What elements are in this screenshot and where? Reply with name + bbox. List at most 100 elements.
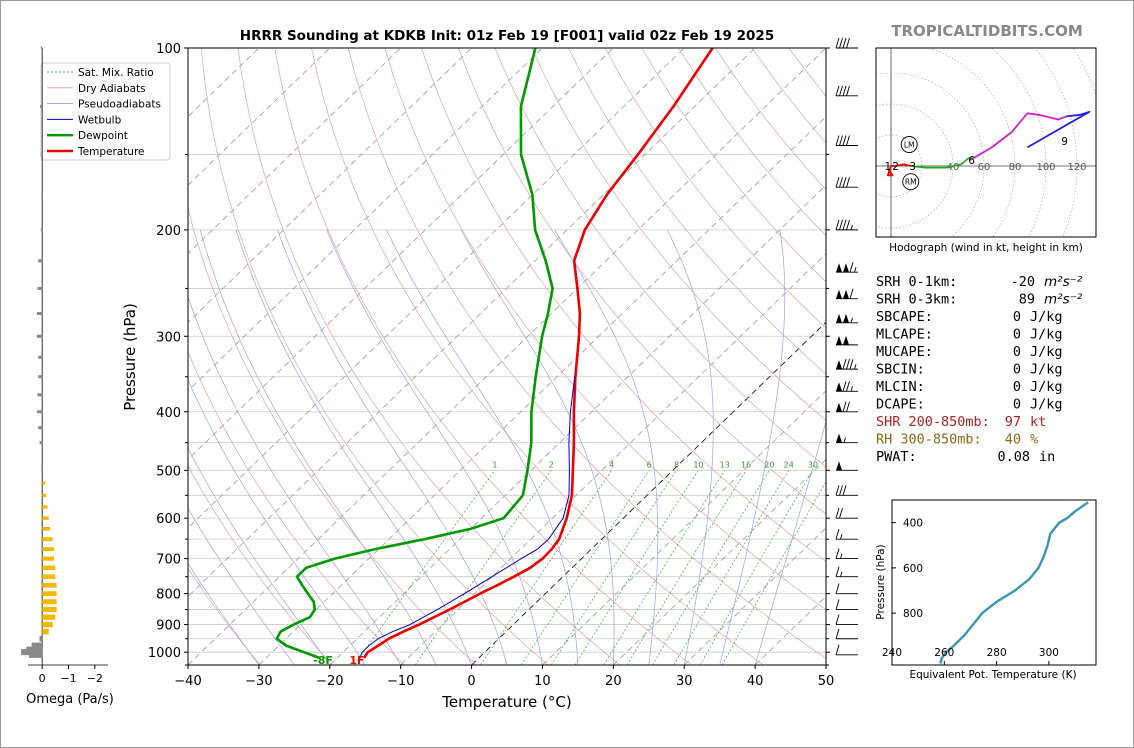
x-tick-label: 10 xyxy=(534,674,551,689)
barb-full xyxy=(835,485,840,496)
moist-adiabat xyxy=(188,507,295,665)
barb-full xyxy=(835,177,840,188)
barb-half xyxy=(843,437,846,443)
barb-flag xyxy=(843,263,849,273)
hodograph-ring-label: 120 xyxy=(1067,162,1086,173)
theta-e-y-tick-label: 400 xyxy=(903,518,923,530)
mixing-ratio-label: 30 xyxy=(808,460,818,469)
mixing-ratio-line xyxy=(353,470,496,665)
stat-unit: kt xyxy=(1030,414,1046,430)
omega-bar xyxy=(39,635,43,642)
barb-full xyxy=(835,583,840,594)
stat-value: 0 xyxy=(1013,309,1021,325)
hodograph-label: Hodograph (wind in kt, height in km) xyxy=(889,242,1083,254)
theta-e-plot xyxy=(939,501,1089,664)
theta-e-x-tick-label: 280 xyxy=(987,647,1007,659)
barb-full xyxy=(849,358,854,370)
barb-flag xyxy=(836,461,842,471)
dry-adiabat xyxy=(751,48,826,144)
barb-half xyxy=(840,553,843,559)
isotherm xyxy=(825,664,826,665)
stat-label: MUCAPE: xyxy=(876,344,933,360)
omega-bar xyxy=(36,334,43,338)
barb-full xyxy=(835,644,840,655)
hodograph-ring-label: 60 xyxy=(978,162,991,173)
hodograph-segment xyxy=(910,157,974,169)
mixing-ratio-line xyxy=(626,470,747,665)
storm-motion-marker xyxy=(900,136,918,153)
x-tick-label: 30 xyxy=(676,674,693,689)
moist-adiabat xyxy=(188,378,366,665)
mixing-ratio-label: 24 xyxy=(784,460,794,469)
legend-entry: Temperature xyxy=(77,146,145,158)
omega-bar xyxy=(38,375,43,379)
dewpoint-profile xyxy=(275,48,554,660)
barb-full xyxy=(835,135,840,146)
barb-full xyxy=(839,177,843,188)
theta-e-x-tick-label: 260 xyxy=(934,647,954,659)
barb-flag xyxy=(836,289,842,299)
omega-bar xyxy=(42,481,46,485)
omega-bar xyxy=(42,526,51,531)
mixing-ratio-line xyxy=(521,470,650,665)
dry-adiabat xyxy=(188,207,477,665)
theta-e-y-label: Pressure (hPa) xyxy=(875,544,887,619)
omega-tick-label: −1 xyxy=(60,672,76,685)
skewt-x-label: Temperature (°C) xyxy=(441,693,571,711)
stat-value: 0.08 xyxy=(997,449,1030,465)
moist-adiabat xyxy=(188,295,401,665)
dry-adiabat xyxy=(200,48,549,665)
omega-bar xyxy=(42,516,49,520)
mixing-ratio-line xyxy=(414,470,552,665)
temperature-profile xyxy=(362,48,714,659)
isotherm xyxy=(329,184,826,665)
mixing-ratio-label: 2 xyxy=(549,460,554,469)
barb-flag xyxy=(836,263,842,273)
barb-full xyxy=(846,358,850,370)
omega-bar xyxy=(40,105,43,109)
moist-adiabat xyxy=(554,229,659,665)
x-tick-label: 20 xyxy=(605,674,622,689)
theta-e-profile xyxy=(939,501,1089,664)
stat-value: 0 xyxy=(1013,344,1021,360)
mixing-ratio-line xyxy=(550,470,677,665)
mixing-ratio-label: 16 xyxy=(741,460,751,469)
legend: Sat. Mix. Ratio Dry Adiabats Pseudoadiabat… xyxy=(40,62,171,161)
mixing-ratio-label: 36 xyxy=(828,460,838,469)
omega-panel: 0 −1 −2 xyxy=(21,46,108,685)
stat-label: SBCIN: xyxy=(876,362,925,378)
dry-adiabat xyxy=(188,465,333,665)
stat-unit: m²s⁻² xyxy=(1044,274,1083,290)
y-tick-label: 100 xyxy=(156,42,181,57)
skewt-axes: −40 −30 −20 −10 0 10 20 30 40 50 100 200 300 400 500 60… xyxy=(148,42,834,689)
barb-full xyxy=(835,628,840,639)
mixing-ratio-label: 1 xyxy=(492,460,497,469)
omega-bar xyxy=(42,591,57,597)
barb-full xyxy=(842,85,847,96)
mixing-ratio-line xyxy=(699,470,814,665)
moist-adiabat xyxy=(235,229,472,665)
omega-bar xyxy=(37,393,43,397)
barb-full xyxy=(842,381,847,392)
hodograph-frame xyxy=(875,47,1097,238)
barb-full xyxy=(835,529,840,540)
skewt-y-label: Pressure (hPa) xyxy=(121,303,139,411)
wind-barbs xyxy=(835,37,858,656)
omega-bar xyxy=(42,537,53,542)
mixing-ratio-line xyxy=(574,470,699,665)
barb-full xyxy=(842,401,847,412)
omega-bar xyxy=(41,193,43,197)
y-tick-label: 800 xyxy=(156,588,181,603)
dry-adiabat xyxy=(458,48,826,515)
stat-unit: in xyxy=(1039,449,1055,465)
barb-half xyxy=(854,267,857,273)
site-brand[interactable]: TROPICALTIDBITS.COM xyxy=(891,22,1083,40)
theta-e-frame xyxy=(891,499,1097,666)
omega-bar xyxy=(40,46,43,50)
omega-bar xyxy=(42,599,57,605)
barb-full xyxy=(835,219,840,231)
barb-full xyxy=(839,485,843,496)
theta-e-x-label: Equivalent Pot. Temperature (K) xyxy=(909,669,1076,681)
omega-bar xyxy=(42,621,53,628)
isotherm xyxy=(188,48,826,665)
